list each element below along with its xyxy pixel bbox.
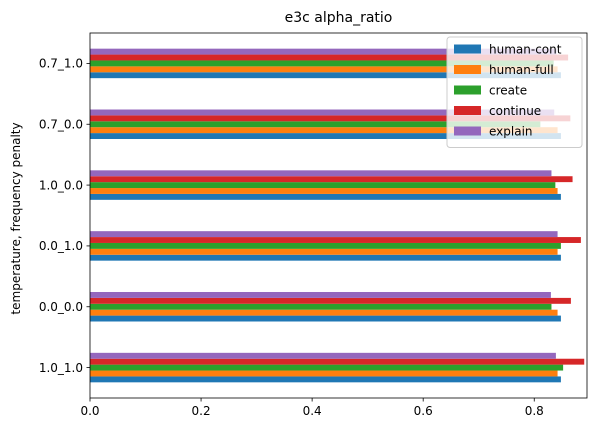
bar-create-0.7_1.0	[90, 60, 554, 67]
bar-human-full-0.0_0.0	[90, 309, 558, 316]
bar-continue-0.0_0.0	[90, 297, 571, 304]
bar-continue-1.0_1.0	[90, 358, 585, 365]
plot-frame	[89, 32, 588, 399]
bar-human-full-0.7_0.0	[90, 127, 558, 134]
bar-explain-0.0_1.0	[90, 231, 558, 238]
bar-continue-0.0_1.0	[90, 237, 581, 243]
axes-group: 1.0_1.0 0.0_0.0 0.0_1.0 1.0_0.0 0.7_0.0 0.7_1…	[39, 32, 588, 418]
x-tick-label: 0.4	[303, 404, 322, 418]
bar-explain-1.0_0.0	[90, 170, 552, 177]
legend-box	[446, 36, 583, 148]
bar-human-cont-1.0_1.0	[90, 376, 561, 383]
y-tick-label: 0.0_0.0	[39, 300, 83, 314]
bar-human-full-1.0_1.0	[90, 370, 558, 377]
bar-human-full-0.7_1.0	[90, 66, 558, 73]
chart-title: e3c alpha_ratio	[285, 10, 393, 26]
bar-explain-0.7_0.0	[90, 109, 555, 116]
y-tick-label: 0.7_0.0	[39, 118, 83, 132]
legend-swatch-human-cont	[454, 44, 481, 54]
bar-create-0.0_1.0	[90, 242, 561, 249]
y-axis-label: temperature, frequency penalty	[9, 122, 23, 314]
bar-create-1.0_1.0	[90, 364, 564, 371]
x-tick-label: 0.6	[414, 404, 433, 418]
x-tick-label: 0.2	[192, 404, 211, 418]
bar-create-1.0_0.0	[90, 182, 556, 189]
bar-explain-0.7_1.0	[90, 48, 557, 55]
bar-continue-1.0_0.0	[90, 176, 573, 183]
bar-create-0.0_0.0	[90, 303, 552, 310]
bar-explain-0.0_0.0	[90, 292, 551, 298]
bar-human-full-1.0_0.0	[90, 188, 558, 194]
legend-label-continue: continue	[489, 104, 541, 118]
x-tick-label: 0.0	[80, 404, 99, 418]
legend: human-cont human-full create continue explai…	[446, 36, 583, 148]
bar-human-cont-0.0_1.0	[90, 254, 561, 261]
legend-swatch-explain	[454, 126, 481, 136]
legend-swatch-continue	[454, 106, 481, 115]
bar-human-cont-0.7_0.0	[90, 133, 561, 139]
bar-continue-0.7_0.0	[90, 115, 571, 122]
legend-label-human-cont: human-cont	[489, 42, 562, 56]
legend-label-explain: explain	[489, 124, 533, 138]
x-tick-label: 0.8	[525, 404, 544, 418]
legend-label-create: create	[489, 83, 527, 97]
legend-swatch-create	[454, 85, 481, 95]
y-tick-label: 0.7_1.0	[39, 57, 83, 71]
bar-human-cont-0.0_0.0	[90, 315, 561, 322]
y-tick-label: 1.0_0.0	[39, 178, 83, 192]
y-tick-label: 0.0_1.0	[39, 239, 83, 253]
y-tick-label: 1.0_1.0	[39, 361, 83, 375]
bars-group	[90, 48, 585, 383]
legend-swatch-human-full	[454, 65, 481, 74]
bar-human-full-0.0_1.0	[90, 248, 558, 255]
legend-label-human-full: human-full	[489, 63, 554, 77]
bar-human-cont-1.0_0.0	[90, 193, 561, 200]
bar-human-cont-0.7_1.0	[90, 72, 561, 79]
bar-create-0.7_0.0	[90, 121, 541, 128]
bar-continue-0.7_1.0	[90, 54, 569, 61]
bar-explain-1.0_1.0	[90, 352, 556, 359]
